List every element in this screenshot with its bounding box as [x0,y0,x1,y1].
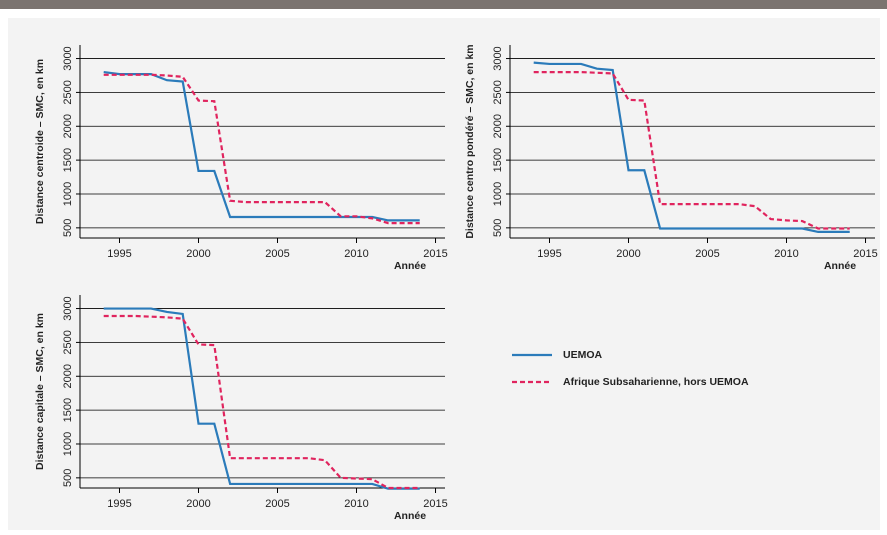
y-tick-label: 500 [492,219,504,237]
x-tick-label: 2015 [853,248,877,260]
x-tick-label: 2015 [423,248,447,260]
y-tick-label: 3000 [62,46,74,70]
x-tick-label: 1995 [537,248,561,260]
x-tick-label: 2000 [186,248,210,260]
y-axis-label: Distance centro pondéré – SMC, en km [464,44,476,238]
top-bar [0,0,887,9]
x-tick-label: 2010 [774,248,798,260]
y-tick-label: 2500 [62,80,74,104]
x-tick-label: 2010 [344,248,368,260]
x-tick-label: 2015 [423,498,447,510]
y-tick-label: 3000 [62,296,74,320]
legend-label: UEMOA [563,349,603,361]
x-axis-label: Année [824,260,856,272]
y-tick-label: 1000 [492,182,504,206]
x-tick-label: 2005 [695,248,719,260]
y-tick-label: 2000 [492,114,504,138]
y-tick-label: 2500 [492,80,504,104]
x-tick-label: 2000 [616,248,640,260]
y-tick-label: 1500 [62,398,74,422]
y-tick-label: 2000 [62,114,74,138]
series-line [533,70,850,230]
y-axis-label: Distance centroide – SMC, en km [34,59,46,224]
y-tick-label: 1000 [62,432,74,456]
y-tick-label: 1000 [62,182,74,206]
x-tick-label: 2000 [186,498,210,510]
legend-label: Afrique Subsaharienne, hors UEMOA [563,376,749,388]
y-tick-label: 500 [62,219,74,237]
x-axis-label: Année [394,260,426,272]
y-tick-label: 1500 [492,148,504,172]
series-line [103,314,420,490]
y-tick-label: 1500 [62,148,74,172]
panel [8,18,880,530]
y-tick-label: 3000 [492,46,504,70]
series-line [103,73,420,225]
y-tick-label: 500 [62,469,74,487]
y-tick-label: 2000 [62,364,74,388]
x-tick-label: 2005 [265,498,289,510]
y-axis-label: Distance capitale – SMC, en km [34,313,46,470]
series-line [103,70,420,222]
x-tick-label: 2010 [344,498,368,510]
x-tick-label: 2005 [265,248,289,260]
x-tick-label: 1995 [107,248,131,260]
x-tick-label: 1995 [107,498,131,510]
series-line [103,307,420,490]
x-axis-label: Année [394,510,426,522]
y-tick-label: 2500 [62,330,74,354]
series-line [533,61,850,234]
